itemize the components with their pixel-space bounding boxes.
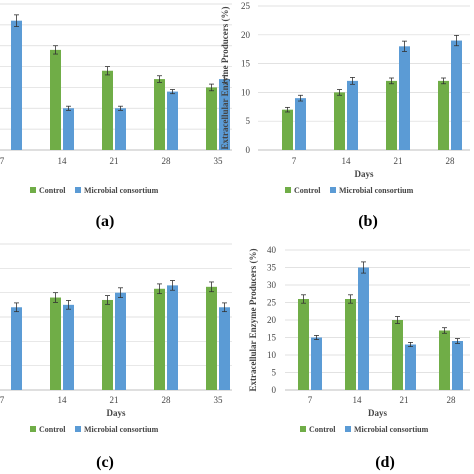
bar-consortium: [347, 80, 358, 150]
bar-control: [386, 80, 397, 150]
x-axis-label: Days: [368, 408, 387, 418]
bar-consortium: [115, 108, 126, 150]
x-tick-label: 7: [0, 395, 5, 405]
x-tick-label: 14: [353, 395, 363, 405]
bar-control: [50, 49, 61, 151]
panel-label: (b): [358, 213, 378, 230]
y-axis-label: Extracellular Enzyme Producers (%): [220, 7, 230, 150]
bar-consortium: [311, 337, 322, 390]
x-tick-label: 14: [342, 156, 352, 166]
panel-label: (a): [96, 213, 115, 230]
legend-label: Microbial consortium: [84, 186, 159, 195]
legend-swatch-consortium: [75, 187, 81, 193]
bar-control: [334, 92, 345, 150]
bar-control: [206, 87, 217, 150]
bar-consortium: [295, 98, 306, 150]
y-tick-label: 15: [267, 333, 277, 343]
legend-label: Control: [294, 186, 321, 195]
chart-panel-1: 7 14 21 28 35 Control Microbial consortium (a): [0, 3, 232, 230]
bar-consortium: [115, 292, 126, 390]
x-tick-label: 21: [400, 395, 409, 405]
x-tick-label: 28: [162, 395, 172, 405]
legend-swatch-consortium: [75, 426, 81, 432]
legend-label: Microbial consortium: [84, 425, 159, 434]
bar-control: [50, 297, 61, 390]
y-tick-label: 0: [246, 145, 251, 155]
legend-swatch-consortium: [345, 426, 351, 432]
y-tick-label: 0: [272, 385, 277, 395]
legend-swatch-control: [285, 187, 291, 193]
y-tick-label: 25: [241, 1, 251, 11]
legend-label: Control: [39, 186, 66, 195]
legend-label: Control: [39, 425, 66, 434]
x-tick-label: 21: [110, 395, 119, 405]
bar-control: [154, 288, 165, 390]
bar-consortium: [219, 307, 230, 390]
y-tick-label: 20: [267, 315, 277, 325]
x-tick-label: 21: [394, 156, 403, 166]
bar-control: [102, 299, 113, 390]
y-tick-label: 25: [267, 298, 277, 308]
legend-label: Microbial consortium: [339, 186, 414, 195]
bar-control: [102, 70, 113, 150]
bar-consortium: [167, 91, 178, 150]
legend-label: Control: [309, 425, 336, 434]
x-tick-label: 7: [308, 395, 313, 405]
bar-control: [345, 299, 356, 390]
bar-consortium: [405, 344, 416, 390]
y-tick-label: 35: [267, 263, 277, 273]
bar-control: [392, 320, 403, 390]
y-tick-label: 10: [241, 87, 251, 97]
y-tick-label: 20: [241, 30, 251, 40]
chart-panel-4: 0 5 10 15 20 25 30 35 40 Extracellular Enzyme Pro…: [248, 245, 470, 471]
x-tick-label: 7: [0, 156, 5, 166]
x-tick-label: 7: [292, 156, 297, 166]
bar-control: [438, 80, 449, 150]
bar-control: [439, 330, 450, 390]
bar-consortium: [63, 108, 74, 150]
panel-label: (d): [375, 454, 395, 471]
bar-control: [298, 299, 309, 390]
legend-swatch-control: [30, 426, 36, 432]
bar-consortium: [11, 20, 22, 150]
y-tick-label: 15: [241, 59, 251, 69]
bar-control: [154, 79, 165, 150]
chart-panel-3: 7 14 21 28 35 Days Control Microbial consortium…: [0, 243, 232, 471]
bar-consortium: [451, 40, 462, 151]
x-tick-label: 21: [110, 156, 119, 166]
legend-swatch-control: [30, 187, 36, 193]
x-tick-label: 35: [214, 156, 224, 166]
bar-consortium: [167, 285, 178, 390]
x-tick-label: 14: [58, 395, 68, 405]
bar-consortium: [63, 304, 74, 390]
legend-swatch-control: [300, 426, 306, 432]
bar-control: [206, 286, 217, 390]
y-tick-label: 40: [267, 245, 277, 255]
bar-consortium: [358, 267, 369, 390]
legend-label: Microbial consortium: [354, 425, 429, 434]
x-axis-label: Days: [106, 408, 125, 418]
y-tick-label: 30: [267, 280, 277, 290]
x-tick-label: 28: [447, 395, 457, 405]
panel-label: (c): [96, 454, 114, 471]
chart-panel-2: 0 5 10 15 20 25 Extracellular Enzyme Producers…: [220, 1, 470, 230]
bar-consortium: [452, 341, 463, 390]
x-tick-label: 14: [58, 156, 68, 166]
x-axis-label: Days: [354, 169, 373, 179]
y-axis-label: Extracellular Enzyme Producers (%): [248, 249, 258, 392]
y-tick-label: 5: [272, 368, 277, 378]
y-tick-label: 10: [267, 350, 277, 360]
bar-consortium: [11, 307, 22, 390]
y-tick-label: 5: [246, 116, 251, 126]
x-tick-label: 28: [162, 156, 172, 166]
x-tick-label: 35: [214, 395, 224, 405]
bar-control: [282, 109, 293, 150]
legend-swatch-consortium: [330, 187, 336, 193]
x-tick-label: 28: [446, 156, 456, 166]
bar-consortium: [219, 79, 230, 150]
bar-consortium: [399, 46, 410, 150]
